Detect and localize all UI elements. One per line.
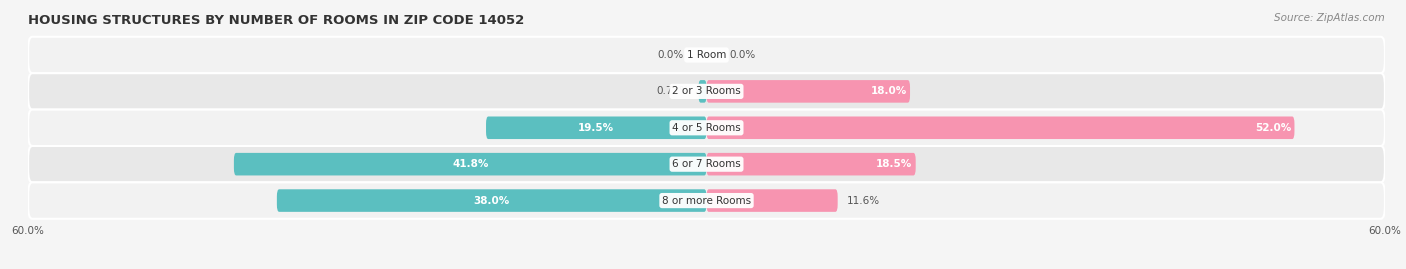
Text: 4 or 5 Rooms: 4 or 5 Rooms <box>672 123 741 133</box>
Text: 18.5%: 18.5% <box>876 159 912 169</box>
Text: 2 or 3 Rooms: 2 or 3 Rooms <box>672 86 741 96</box>
FancyBboxPatch shape <box>486 116 707 139</box>
Text: 0.71%: 0.71% <box>657 86 689 96</box>
FancyBboxPatch shape <box>707 116 1295 139</box>
FancyBboxPatch shape <box>707 80 910 103</box>
FancyBboxPatch shape <box>707 153 915 175</box>
FancyBboxPatch shape <box>28 73 1385 109</box>
Text: 11.6%: 11.6% <box>846 196 880 206</box>
Text: 1 Room: 1 Room <box>686 50 727 60</box>
FancyBboxPatch shape <box>707 189 838 212</box>
Text: 0.0%: 0.0% <box>730 50 755 60</box>
FancyBboxPatch shape <box>28 109 1385 146</box>
FancyBboxPatch shape <box>28 37 1385 73</box>
FancyBboxPatch shape <box>277 189 707 212</box>
FancyBboxPatch shape <box>699 80 707 103</box>
FancyBboxPatch shape <box>28 182 1385 219</box>
FancyBboxPatch shape <box>28 146 1385 182</box>
FancyBboxPatch shape <box>233 153 707 175</box>
Text: 19.5%: 19.5% <box>578 123 614 133</box>
Text: 0.0%: 0.0% <box>658 50 683 60</box>
Text: 38.0%: 38.0% <box>474 196 510 206</box>
Text: 6 or 7 Rooms: 6 or 7 Rooms <box>672 159 741 169</box>
Text: 52.0%: 52.0% <box>1256 123 1291 133</box>
Text: Source: ZipAtlas.com: Source: ZipAtlas.com <box>1274 13 1385 23</box>
Text: 8 or more Rooms: 8 or more Rooms <box>662 196 751 206</box>
Text: 18.0%: 18.0% <box>870 86 907 96</box>
Text: 41.8%: 41.8% <box>451 159 488 169</box>
Text: HOUSING STRUCTURES BY NUMBER OF ROOMS IN ZIP CODE 14052: HOUSING STRUCTURES BY NUMBER OF ROOMS IN… <box>28 14 524 27</box>
